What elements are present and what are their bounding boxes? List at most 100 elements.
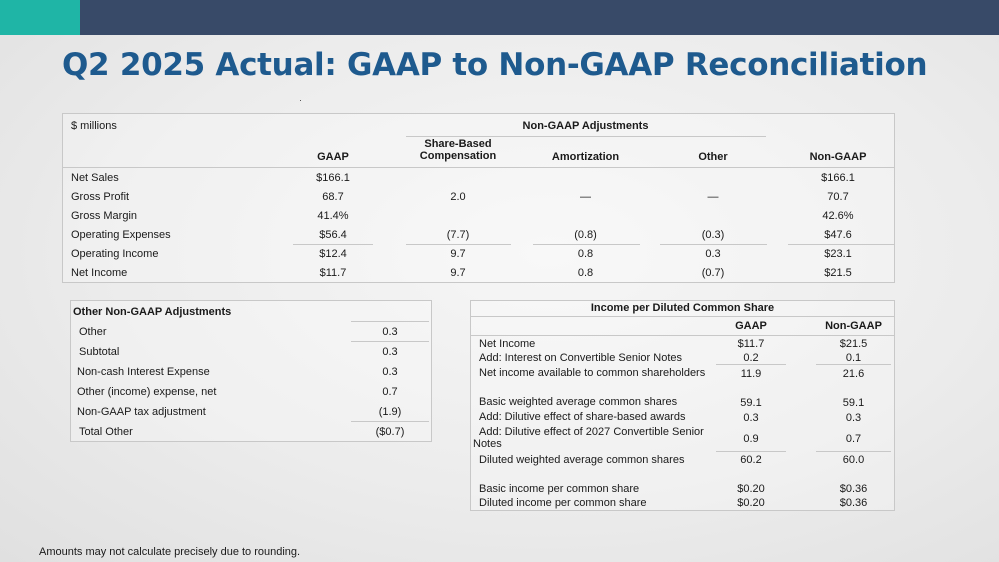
cell-gaap: 59.1	[740, 397, 762, 409]
item-value: 0.3	[382, 366, 398, 378]
item-label: Other	[79, 326, 107, 338]
cell-gaap: $12.4	[319, 248, 347, 260]
cell-other: 0.3	[705, 248, 721, 260]
row-label: Basic weighted average common shares	[479, 396, 678, 408]
col-header-gaap: GAAP	[317, 151, 349, 163]
cell-sbc: 2.0	[450, 191, 466, 203]
row-label: Diluted weighted average common shares	[479, 454, 685, 466]
col-header-gaap: GAAP	[735, 320, 767, 332]
cell-amortization: 0.8	[577, 267, 594, 279]
cell-amortization: —	[580, 191, 591, 203]
cell-nongaap: 60.0	[842, 454, 865, 466]
row-label: Basic income per common share	[479, 483, 640, 495]
top-banner-bar	[80, 0, 999, 35]
eps-table: Income per Diluted Common Share GAAP Non…	[470, 300, 895, 511]
cell-nongaap: 21.6	[842, 368, 865, 380]
item-label: Non-GAAP tax adjustment	[77, 406, 206, 418]
cell-nongaap: 59.1	[842, 397, 865, 409]
cell-amortization: (0.8)	[574, 229, 597, 241]
cell-other: (0.3)	[701, 229, 725, 241]
col-header-nongaap: Non-GAAP	[809, 151, 867, 163]
cell-gaap: 60.2	[740, 454, 762, 466]
cell-nongaap: 0.1	[845, 352, 862, 364]
item-value: 0.3	[382, 346, 398, 358]
footnote: Amounts may not calculate precisely due …	[39, 546, 301, 558]
cell-sbc: 9.7	[450, 248, 466, 260]
total-rule	[351, 421, 429, 422]
eps-title: Income per Diluted Common Share	[590, 302, 775, 314]
row-label: Net income available to common sharehold…	[479, 367, 706, 379]
reconciliation-table: $ millions Non-GAAP Adjustments GAAP Sha…	[62, 113, 895, 283]
row-label: Operating Expenses	[71, 229, 171, 241]
cell-nongaap: $21.5	[824, 267, 852, 279]
cell-gaap: 0.2	[743, 352, 759, 364]
cell-other: —	[707, 191, 719, 203]
title-rule	[351, 321, 429, 322]
units-label: $ millions	[71, 120, 117, 132]
other-adjustments-title: Other Non-GAAP Adjustments	[73, 306, 232, 318]
col-header-sbc: Share-Based Compensation	[419, 138, 497, 162]
cell-nongaap: $166.1	[821, 172, 855, 184]
cell-sbc: (7.7)	[446, 229, 470, 241]
stray-dot	[300, 100, 301, 101]
item-label: Other (income) expense, net	[77, 386, 217, 398]
row-label: Diluted income per common share	[479, 497, 647, 509]
row-label: Add: Dilutive effect of 2027 Convertible…	[473, 426, 704, 450]
row-label: Gross Margin	[71, 210, 138, 222]
cell-gaap: 0.9	[743, 433, 759, 445]
subtotal-rule	[351, 341, 429, 342]
cell-nongaap: $23.1	[824, 248, 852, 260]
group-header-rule	[406, 136, 766, 137]
cell-other: (0.7)	[701, 267, 725, 279]
header-rule	[63, 167, 894, 168]
subtotal-rule	[716, 451, 786, 452]
item-label: Total Other	[79, 426, 133, 438]
cell-nongaap: 42.6%	[822, 210, 854, 222]
cell-sbc: 9.7	[450, 267, 466, 279]
cell-gaap: $0.20	[737, 497, 765, 509]
subtotal-rule	[406, 244, 511, 245]
item-value: (1.9)	[378, 406, 402, 418]
cell-amortization: 0.8	[577, 248, 594, 260]
item-value: 0.7	[382, 386, 398, 398]
item-label: Subtotal	[79, 346, 120, 358]
title-rule	[471, 316, 894, 317]
cell-nongaap: 70.7	[827, 191, 849, 203]
cell-gaap: $11.7	[737, 338, 765, 350]
row-label: Net Income	[479, 338, 536, 350]
header-rule	[471, 335, 894, 336]
row-label: Net Income	[71, 267, 128, 279]
cell-gaap: $166.1	[316, 172, 350, 184]
subtotal-rule	[816, 364, 891, 365]
other-adjustments-table: Other Non-GAAP Adjustments Other 0.3 Sub…	[70, 300, 432, 442]
cell-nongaap: $21.5	[839, 338, 868, 350]
item-value: ($0.7)	[375, 426, 405, 438]
row-label: Operating Income	[71, 248, 159, 260]
cell-gaap: $11.7	[319, 267, 347, 279]
item-label: Non-cash Interest Expense	[77, 366, 210, 378]
row-label: Add: Interest on Convertible Senior Note…	[479, 352, 683, 364]
cell-nongaap: 0.3	[845, 412, 862, 424]
row-label: Net Sales	[71, 172, 119, 184]
page-title: Q2 2025 Actual: GAAP to Non-GAAP Reconci…	[62, 47, 928, 83]
row-label: Gross Profit	[71, 191, 130, 203]
cell-nongaap: $0.36	[839, 483, 868, 495]
cell-gaap: 11.9	[740, 368, 762, 380]
cell-gaap: 41.4%	[317, 210, 349, 222]
col-header-other: Other	[698, 151, 728, 163]
cell-gaap: 68.7	[322, 191, 344, 203]
cell-nongaap: $47.6	[824, 229, 852, 241]
cell-gaap: $56.4	[319, 229, 347, 241]
subtotal-rule	[788, 244, 894, 245]
item-value: 0.3	[382, 326, 398, 338]
col-header-nongaap: Non-GAAP	[825, 320, 882, 332]
adjustments-group-header: Non-GAAP Adjustments	[522, 120, 649, 132]
subtotal-rule	[293, 244, 373, 245]
cell-gaap: $0.20	[737, 483, 765, 495]
row-label: Add: Dilutive effect of share-based awar…	[479, 411, 686, 423]
col-header-amortization: Amortization	[551, 151, 620, 163]
top-accent-bar	[0, 0, 80, 35]
subtotal-rule	[660, 244, 767, 245]
cell-nongaap: $0.36	[839, 497, 868, 509]
cell-gaap: 0.3	[743, 412, 759, 424]
